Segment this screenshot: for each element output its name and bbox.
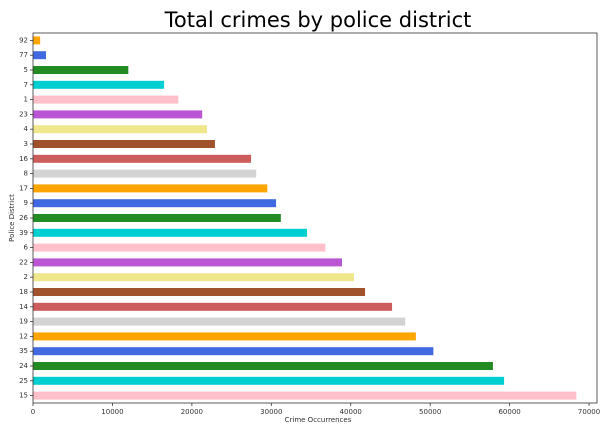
bar xyxy=(33,214,281,222)
y-tick-label: 5 xyxy=(24,66,28,74)
y-tick-label: 19 xyxy=(19,318,28,326)
bar xyxy=(33,317,406,326)
y-tick-label: 39 xyxy=(19,229,28,237)
bar xyxy=(33,391,577,400)
bar xyxy=(33,243,326,252)
y-tick-label: 6 xyxy=(24,244,29,252)
bar xyxy=(33,347,434,356)
bar xyxy=(33,362,493,370)
x-tick-label: 10000 xyxy=(101,408,123,416)
bar xyxy=(33,51,47,60)
y-tick-label: 2 xyxy=(24,273,28,281)
bar xyxy=(33,80,165,89)
y-tick-label: 7 xyxy=(24,81,28,89)
y-tick-label: 3 xyxy=(24,140,28,148)
y-tick-label: 77 xyxy=(19,51,28,59)
y-tick-label: 1 xyxy=(24,96,28,104)
bar xyxy=(33,302,393,311)
bar xyxy=(33,332,416,341)
bar xyxy=(33,110,203,119)
y-tick-label: 9 xyxy=(24,199,28,207)
y-tick-label: 35 xyxy=(19,347,28,355)
bar xyxy=(33,273,354,282)
y-tick-label: 15 xyxy=(19,392,28,400)
x-axis-label: Crime Occurrences xyxy=(285,416,352,424)
y-tick-label: 92 xyxy=(19,36,28,44)
y-tick-label: 18 xyxy=(19,288,28,296)
y-tick-label: 4 xyxy=(24,125,29,133)
y-tick-label: 22 xyxy=(19,258,28,266)
bar xyxy=(33,184,268,193)
bar xyxy=(33,376,505,385)
y-axis-label: Police District xyxy=(8,194,16,242)
y-tick-label: 23 xyxy=(19,110,28,118)
bar xyxy=(33,228,308,237)
x-tick-label: 20000 xyxy=(181,408,203,416)
bar xyxy=(33,66,129,74)
bar xyxy=(33,169,257,178)
plot-frame xyxy=(32,32,598,404)
bar xyxy=(33,36,41,45)
bar xyxy=(33,199,277,208)
bar xyxy=(33,140,215,148)
bar xyxy=(33,288,366,296)
x-tick-label: 50000 xyxy=(419,408,441,416)
x-tick-label: 40000 xyxy=(340,408,362,416)
x-tick-label: 30000 xyxy=(260,408,282,416)
y-tick-label: 8 xyxy=(24,170,28,178)
x-tick-label: 70000 xyxy=(578,408,600,416)
bar xyxy=(33,95,179,104)
y-tick-label: 26 xyxy=(19,214,28,222)
bar xyxy=(33,125,207,134)
y-tick-label: 14 xyxy=(19,303,28,311)
x-tick-label: 0 xyxy=(31,408,35,416)
y-tick-label: 25 xyxy=(19,377,28,385)
y-tick-label: 17 xyxy=(19,184,28,192)
x-tick-label: 60000 xyxy=(498,408,520,416)
y-tick-label: 12 xyxy=(19,332,28,340)
bar xyxy=(33,154,252,163)
bar xyxy=(33,258,343,267)
y-tick-label: 24 xyxy=(19,362,28,370)
chart-title: Total crimes by police district xyxy=(164,8,472,32)
y-tick-label: 16 xyxy=(19,155,28,163)
